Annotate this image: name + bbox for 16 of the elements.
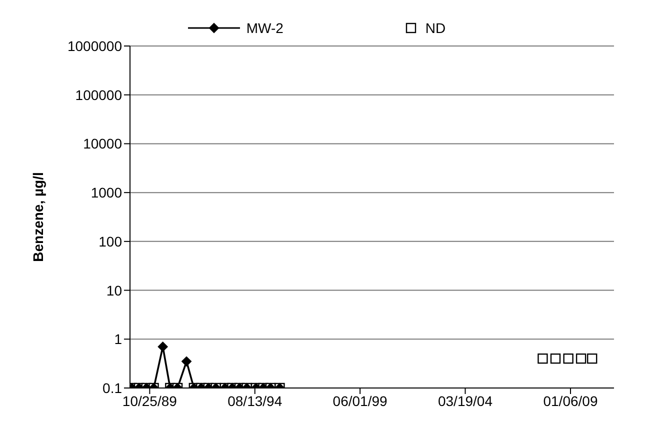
x-tick-label: 01/06/09	[543, 392, 598, 409]
y-tick-label: 10000	[83, 136, 122, 152]
y-tick-label: 100	[98, 233, 122, 250]
x-tick-label: 06/01/99	[332, 392, 388, 409]
legend-label: ND	[425, 20, 446, 36]
y-axis-title: Benzene, µg/l	[30, 172, 46, 262]
y-tick-label: 0.1	[102, 380, 122, 396]
y-tick-label: 1000000	[67, 38, 122, 54]
x-tick-label: 03/19/04	[438, 392, 493, 409]
y-tick-label: 1	[114, 331, 122, 348]
x-tick-label: 08/13/94	[228, 392, 282, 409]
legend-label: MW-2	[246, 20, 284, 36]
y-tick-label: 10	[106, 282, 122, 298]
y-tick-label: 100000	[75, 86, 122, 103]
y-tick-label: 1000	[90, 184, 122, 201]
x-tick-label: 10/25/89	[122, 392, 178, 409]
